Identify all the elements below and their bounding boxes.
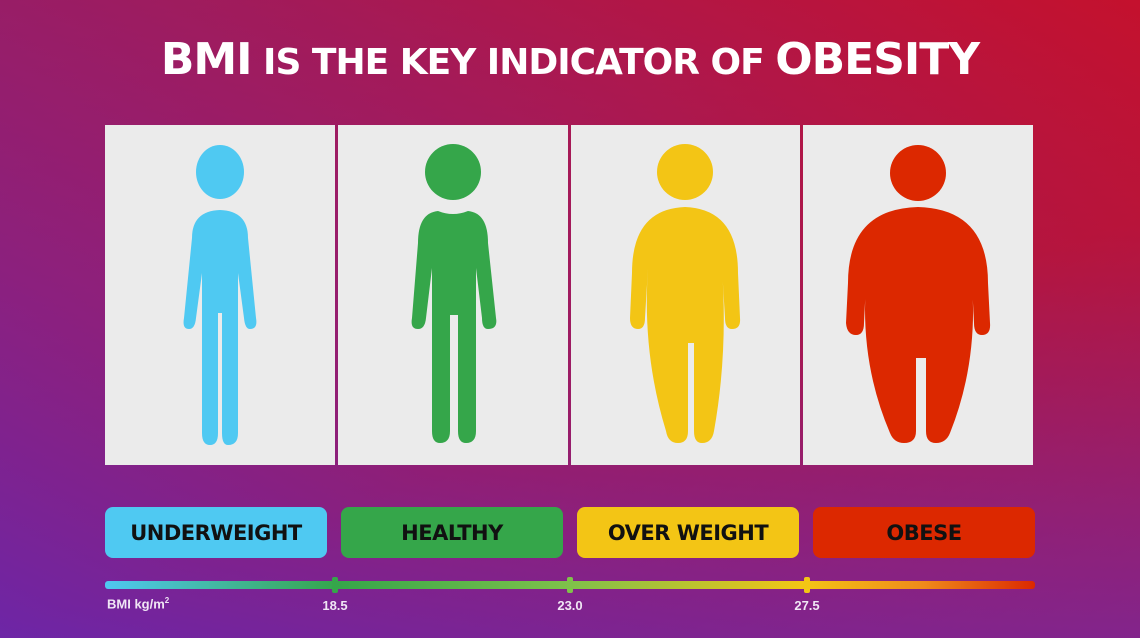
overweight-person-icon (630, 144, 741, 443)
obese-person-icon (846, 145, 991, 443)
category-labels: UNDERWEIGHT HEALTHY OVER WEIGHT OBESE (105, 507, 1035, 558)
panel-underweight (105, 125, 335, 465)
panel-overweight (570, 125, 801, 465)
scale-tick-27-5 (804, 577, 810, 593)
panel-obese (803, 125, 1033, 465)
scale-tick-18-5 (332, 577, 338, 593)
page-title: BMI IS THE KEY INDICATOR OF OBESITY (0, 34, 1140, 85)
title-obesity: OBESITY (775, 34, 980, 85)
tick-label-27-5: 27.5 (794, 598, 820, 613)
unit-superscript: 2 (164, 596, 170, 605)
title-middle: IS THE KEY INDICATOR OF (251, 42, 776, 83)
tick-label-18-5: 18.5 (322, 598, 348, 613)
label-obese: OBESE (813, 507, 1035, 558)
unit-text: BMI kg/m (107, 596, 165, 612)
bmi-unit-label: BMI kg/m2 (107, 596, 169, 611)
label-overweight: OVER WEIGHT (577, 507, 799, 558)
label-healthy: HEALTHY (341, 507, 563, 558)
scale-tick-23-0 (567, 577, 573, 593)
panel-healthy (337, 125, 568, 465)
label-underweight: UNDERWEIGHT (105, 507, 327, 558)
figure-panels (105, 125, 1033, 465)
thin-person-icon (183, 145, 257, 445)
healthy-person-icon (411, 144, 496, 443)
tick-label-23-0: 23.0 (557, 598, 583, 613)
title-bmi: BMI (160, 34, 253, 85)
